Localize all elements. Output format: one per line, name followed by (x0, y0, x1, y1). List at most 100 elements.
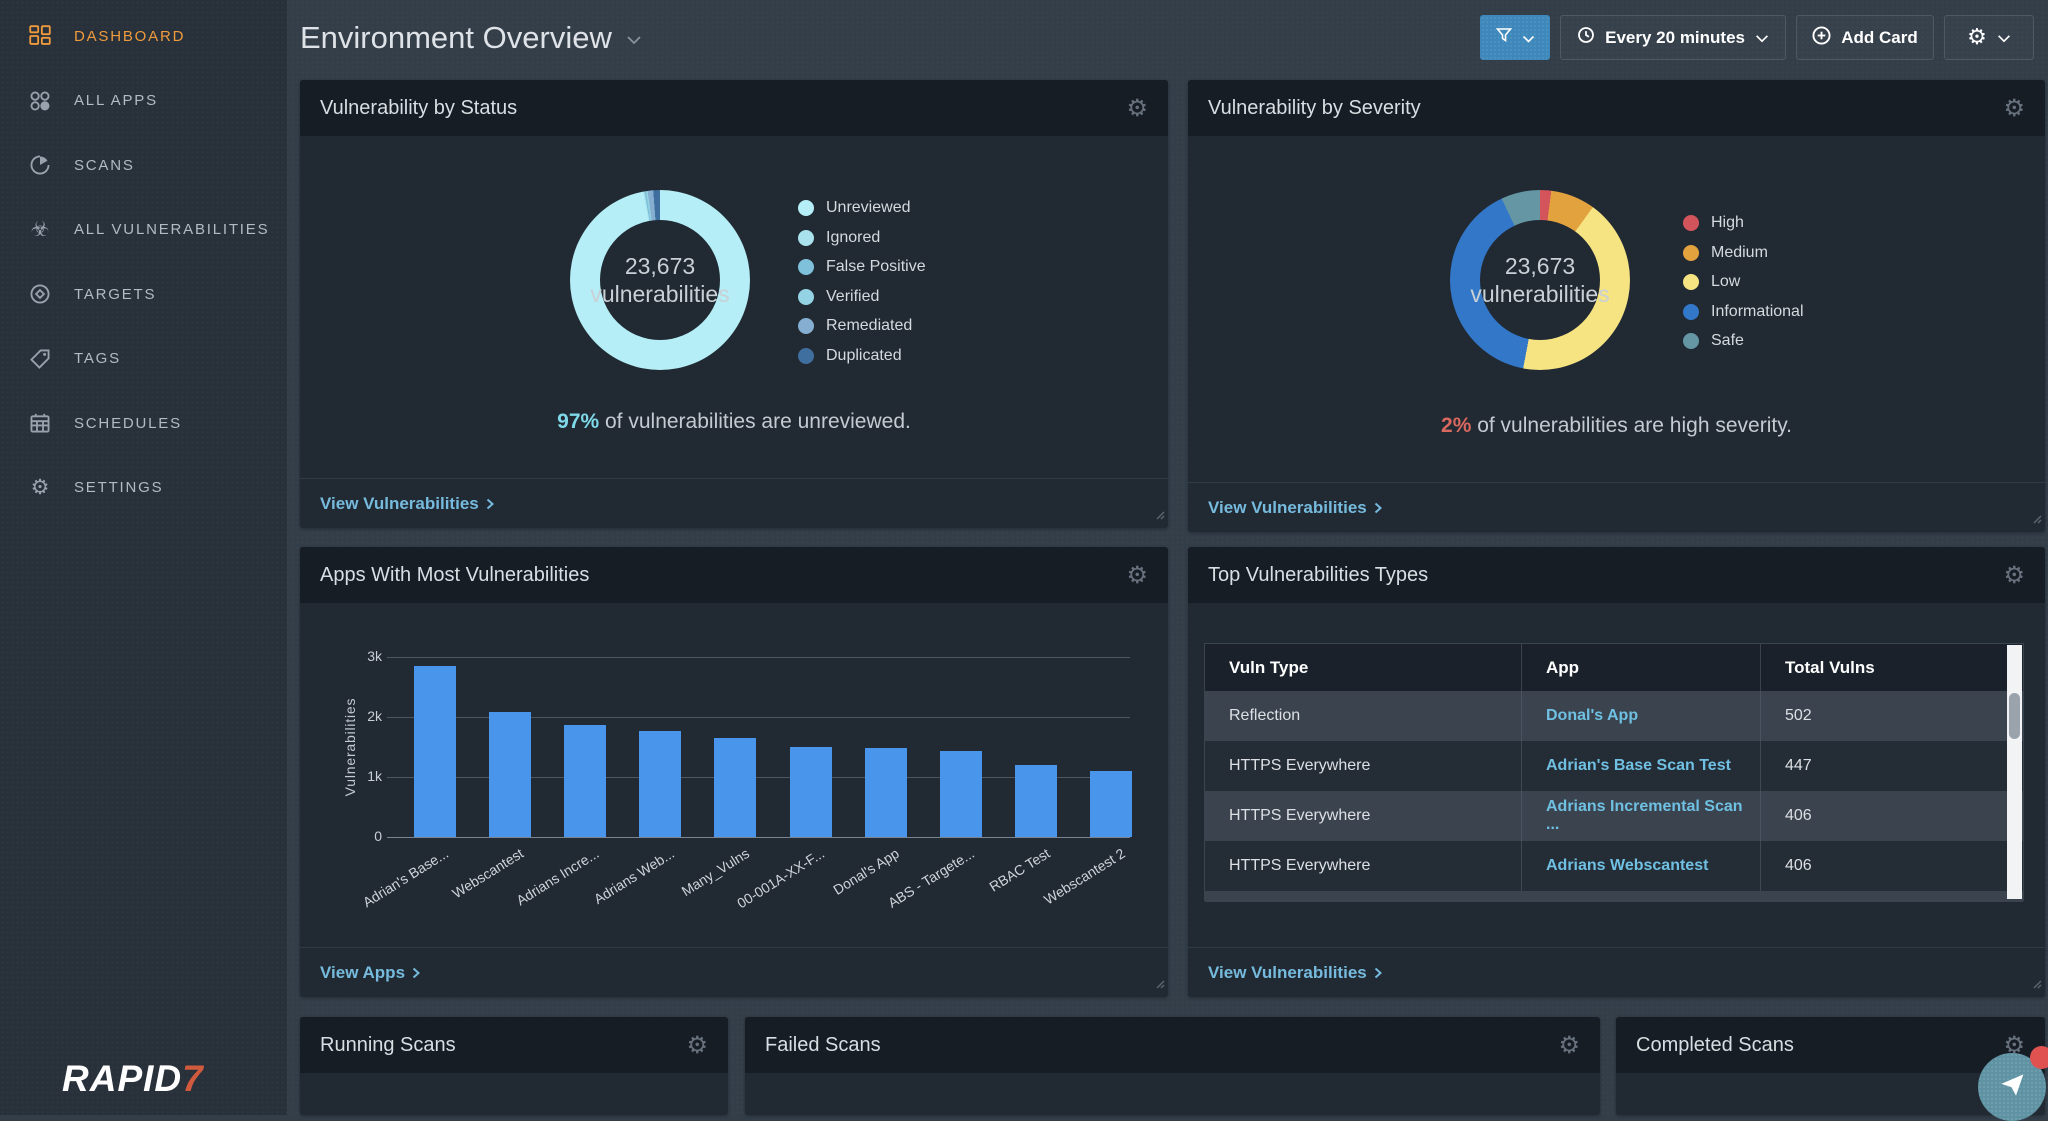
page-header: Environment Overview (300, 0, 642, 76)
bar (939, 751, 982, 837)
legend-label: Low (1711, 273, 1741, 290)
view-vulnerabilities-link[interactable]: View Vulnerabilities (1208, 963, 1382, 983)
legend-item: Informational (1683, 303, 1804, 320)
gear-icon[interactable]: ⚙ (1126, 561, 1148, 589)
card-title: Apps With Most Vulnerabilities (320, 563, 590, 586)
notification-dot (2030, 1046, 2048, 1069)
app-cell: Adrians Incremental Scan ... (1521, 791, 1760, 841)
resize-handle[interactable] (2031, 976, 2042, 994)
legend-label: Ignored (826, 228, 881, 246)
app-link[interactable]: Donal's App (1546, 707, 1639, 724)
scans-gauge-icon (28, 153, 52, 177)
legend-item: Verified (798, 288, 926, 305)
column-header: App (1521, 644, 1760, 691)
table-row: HTTPS Everywhere Adrians Incremental Scan… (1205, 791, 2023, 841)
card-header: Failed Scans ⚙ (745, 1017, 1600, 1073)
legend-dot (798, 259, 814, 275)
gear-icon: ⚙ (30, 475, 50, 500)
card-title: Failed Scans (765, 1033, 881, 1056)
gear-icon[interactable]: ⚙ (1558, 1031, 1580, 1059)
card-vulnerability-by-severity: Vulnerability by Severity ⚙ 23,673 vulne… (1188, 80, 2045, 532)
resize-handle[interactable] (2031, 511, 2042, 529)
scrollbar-thumb[interactable] (2009, 693, 2020, 739)
resize-handle[interactable] (1154, 507, 1165, 525)
vuln-type-cell: HTTPS Everywhere (1229, 757, 1371, 774)
legend-label: Remediated (826, 317, 913, 334)
table-row: HTTPS Everywhere Adrian's Base Scan Test 4… (1205, 741, 2023, 791)
app-link[interactable]: Adrians Incremental Scan ... (1546, 798, 1743, 833)
sidebar-item-label: ALL VULNERABILITIES (74, 221, 270, 239)
sidebar-item-settings[interactable]: ⚙ SETTINGS (0, 456, 287, 521)
apps-grid-icon (28, 89, 52, 113)
legend-dot (1683, 274, 1699, 290)
column-header: Total Vulns (1760, 644, 2023, 691)
clock-icon (1577, 26, 1595, 49)
legend-item: Safe (1683, 332, 1804, 349)
sidebar-item-all-vulnerabilities[interactable]: ☣ ALL VULNERABILITIES (0, 198, 287, 263)
bar (489, 712, 532, 837)
x-axis-label: Adrians Web... (590, 845, 677, 908)
gridline (387, 777, 1130, 778)
card-running-scans: Running Scans ⚙ (300, 1017, 728, 1115)
view-vulnerabilities-link[interactable]: View Vulnerabilities (320, 494, 494, 514)
app-link[interactable]: Adrian's Base Scan Test (1546, 757, 1731, 774)
card-top-vulnerabilities-types: Top Vulnerabilities Types ⚙ Vuln Type App… (1188, 547, 2045, 997)
funnel-icon (1495, 27, 1512, 48)
legend-label: Duplicated (826, 346, 902, 364)
legend-dot (1683, 244, 1699, 261)
vuln-type-cell: Reflection (1229, 707, 1301, 724)
chat-launcher-button[interactable] (1978, 1046, 2048, 1121)
status-donut-chart: 23,673 vulnerabilities (570, 190, 750, 370)
bar (1014, 765, 1057, 837)
sidebar-item-scans[interactable]: SCANS (0, 133, 287, 198)
gear-icon[interactable]: ⚙ (2003, 561, 2025, 589)
chevron-down-icon[interactable] (626, 32, 642, 50)
total-vulns-cell: 502 (1760, 691, 2023, 741)
status-statement: 97% of vulnerabilities are unreviewed. (557, 410, 911, 433)
view-vulnerabilities-link[interactable]: View Vulnerabilities (1208, 498, 1382, 518)
gear-icon[interactable]: ⚙ (2003, 94, 2025, 122)
card-title: Running Scans (320, 1033, 456, 1056)
bar (864, 748, 907, 837)
sidebar-item-label: SCHEDULES (74, 414, 182, 432)
app-link[interactable]: Adrians Webscantest (1546, 857, 1709, 874)
gear-icon[interactable]: ⚙ (2003, 1031, 2025, 1059)
legend-label: False Positive (826, 258, 926, 275)
legend-dot (1683, 333, 1699, 349)
card-header: Running Scans ⚙ (300, 1017, 728, 1073)
resize-handle[interactable] (1154, 976, 1165, 994)
donut-center-label: 23,673 vulnerabilities (1470, 253, 1610, 307)
gear-icon[interactable]: ⚙ (1126, 94, 1148, 122)
y-axis-label: Vulnerabilities (342, 697, 358, 797)
view-apps-link[interactable]: View Apps (320, 963, 421, 983)
y-axis-tick: 2k (367, 708, 382, 724)
card-footer: View Apps (300, 947, 1168, 997)
sidebar-item-label: TAGS (74, 350, 121, 368)
sidebar-item-dashboard[interactable]: DASHBOARD (0, 4, 287, 69)
card-title: Vulnerability by Status (320, 96, 518, 119)
total-vulns-cell: 406 (1760, 791, 2023, 841)
gear-icon[interactable]: ⚙ (686, 1031, 708, 1059)
biohazard-icon: ☣ (30, 217, 50, 242)
filter-button[interactable] (1480, 15, 1551, 60)
dashboard-icon (28, 24, 52, 48)
bar (639, 730, 682, 837)
card-footer: View Vulnerabilities (1188, 482, 2045, 532)
apps-bar-chart: 0 1k 2k 3k Vulnerabilities Adrian's Base... We… (300, 547, 1168, 997)
legend-label: Medium (1711, 243, 1768, 261)
tag-icon (28, 347, 52, 371)
legend-item: High (1683, 214, 1804, 231)
total-vulns-cell: 447 (1760, 741, 2023, 791)
dashboard-settings-button[interactable]: ⚙ (1944, 15, 2034, 60)
x-axis-label: Adrian's Base... (360, 845, 452, 911)
send-icon (1996, 1069, 2028, 1106)
card-vulnerability-by-status: Vulnerability by Status ⚙ 23,673 vulnera… (300, 80, 1168, 528)
sidebar-item-all-apps[interactable]: ALL APPS (0, 69, 287, 134)
sidebar-item-tags[interactable]: TAGS (0, 327, 287, 392)
refresh-interval-button[interactable]: Every 20 minutes (1560, 15, 1786, 60)
sidebar-item-label: SCANS (74, 156, 135, 174)
sidebar-item-targets[interactable]: TARGETS (0, 262, 287, 327)
sidebar-item-schedules[interactable]: SCHEDULES (0, 391, 287, 456)
add-card-button[interactable]: Add Card (1796, 15, 1934, 60)
gridline (387, 717, 1130, 718)
